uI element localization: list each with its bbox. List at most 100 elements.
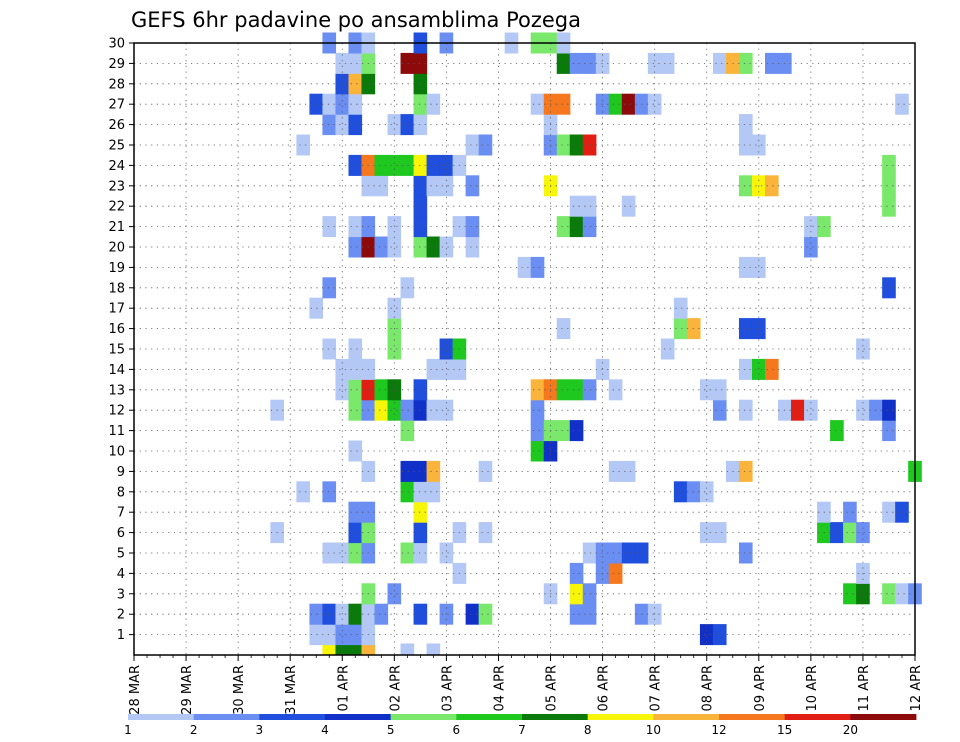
heatmap-cell bbox=[426, 236, 441, 258]
heatmap-cell bbox=[751, 134, 766, 156]
heatmap-cell bbox=[348, 643, 363, 656]
heatmap-cell bbox=[478, 460, 493, 482]
heatmap-cell bbox=[348, 338, 363, 360]
y-tick-label: 28 bbox=[108, 77, 125, 92]
heatmap-cell bbox=[712, 399, 727, 421]
heatmap-cell bbox=[478, 603, 493, 625]
heatmap-cell bbox=[348, 624, 363, 646]
y-tick-label: 8 bbox=[117, 485, 125, 500]
heatmap-cell bbox=[751, 358, 766, 380]
colorbar-label: 3 bbox=[256, 723, 264, 737]
heatmap-cell bbox=[856, 338, 870, 360]
heatmap-cell bbox=[413, 603, 428, 625]
heatmap-cell bbox=[400, 114, 415, 136]
heatmap-cell bbox=[348, 399, 363, 421]
heatmap-cell bbox=[413, 522, 428, 544]
heatmap-cell bbox=[751, 256, 766, 278]
y-tick-label: 17 bbox=[108, 302, 125, 317]
x-tick-label: 07 APR bbox=[649, 665, 664, 711]
y-tick-label: 26 bbox=[108, 118, 125, 133]
heatmap-cell bbox=[738, 256, 753, 278]
heatmap-cell bbox=[608, 379, 623, 401]
heatmap-cell bbox=[348, 114, 363, 136]
heatmap-cell bbox=[296, 134, 311, 156]
y-tick-label: 3 bbox=[117, 587, 125, 602]
colorbar-label: 15 bbox=[777, 723, 792, 737]
y-tick-label: 14 bbox=[108, 363, 125, 378]
colorbar-label: 10 bbox=[646, 723, 661, 737]
colorbar-segment bbox=[719, 714, 786, 720]
heatmap-cell bbox=[712, 624, 727, 646]
heatmap-cell bbox=[465, 175, 480, 197]
y-tick-label: 21 bbox=[108, 220, 125, 235]
heatmap-cell bbox=[400, 52, 415, 74]
heatmap-cell bbox=[608, 542, 623, 564]
x-tick-label: 12 APR bbox=[909, 665, 924, 711]
x-tick-label: 11 APR bbox=[857, 665, 872, 711]
heatmap-cell bbox=[309, 624, 324, 646]
y-tick-label: 1 bbox=[117, 628, 125, 643]
heatmap-cell bbox=[374, 379, 389, 401]
y-tick-label: 4 bbox=[117, 567, 125, 582]
heatmap-cell bbox=[882, 501, 896, 523]
heatmap-cell bbox=[647, 52, 662, 74]
heatmap-cell bbox=[582, 542, 597, 564]
heatmap-cell bbox=[738, 460, 753, 482]
colorbar-segment bbox=[653, 714, 720, 720]
heatmap-cell bbox=[348, 358, 363, 380]
heatmap-cell bbox=[530, 93, 545, 115]
heatmap-cell bbox=[843, 583, 857, 605]
heatmap-cell bbox=[608, 562, 623, 584]
y-tick-label: 20 bbox=[108, 241, 125, 256]
heatmap-cell bbox=[400, 154, 415, 176]
heatmap-cell bbox=[413, 481, 428, 503]
colorbar-label: 1 bbox=[124, 723, 132, 737]
colorbar-label: 20 bbox=[843, 723, 858, 737]
heatmap-cell bbox=[804, 399, 818, 421]
heatmap-cell bbox=[738, 134, 753, 156]
heatmap-cell bbox=[582, 583, 597, 605]
heatmap-cell bbox=[439, 154, 454, 176]
heatmap-cell bbox=[882, 399, 896, 421]
heatmap-cell bbox=[426, 93, 441, 115]
heatmap-cell bbox=[426, 358, 441, 380]
heatmap-cell bbox=[582, 379, 597, 401]
y-tick-label: 16 bbox=[108, 322, 125, 337]
y-tick-label: 9 bbox=[117, 465, 125, 480]
heatmap-cell bbox=[569, 52, 584, 74]
heatmap-cell bbox=[348, 154, 363, 176]
heatmap-cell bbox=[582, 216, 597, 238]
y-tick-label: 25 bbox=[108, 139, 125, 154]
colorbar: 1 2 3 4 5 6 7 8 10 12 15 20 bbox=[124, 714, 917, 737]
heatmap-cell bbox=[556, 134, 571, 156]
heatmap-cell bbox=[374, 154, 389, 176]
heatmap-cell bbox=[882, 420, 896, 442]
chart-title: GEFS 6hr padavine po ansamblima Pozega bbox=[131, 8, 581, 32]
heatmap-cell bbox=[582, 603, 597, 625]
y-tick-label: 2 bbox=[117, 608, 125, 623]
heatmap-cell bbox=[413, 460, 428, 482]
heatmap-cell bbox=[413, 399, 428, 421]
heatmap-cell bbox=[426, 643, 441, 656]
colorbar-segment bbox=[259, 714, 326, 720]
colorbar-label: 7 bbox=[518, 723, 526, 737]
heatmap-cell bbox=[738, 175, 753, 197]
x-tick-label: 02 APR bbox=[388, 665, 403, 711]
plot-frame bbox=[133, 42, 916, 656]
heatmap-cell bbox=[621, 542, 636, 564]
heatmap-cell bbox=[413, 542, 428, 564]
y-axis: 1234567891011121314151617181920212223242… bbox=[108, 37, 134, 643]
heatmap-cell bbox=[439, 399, 454, 421]
heatmap-cell bbox=[400, 460, 415, 482]
heatmap-cell bbox=[439, 338, 454, 360]
heatmap-cell bbox=[699, 379, 714, 401]
heatmap-cell bbox=[439, 358, 454, 380]
heatmap-cell bbox=[387, 338, 402, 360]
colorbar-label: 8 bbox=[584, 723, 592, 737]
heatmap-cell bbox=[322, 624, 337, 646]
colorbar-segment bbox=[193, 714, 260, 720]
heatmap-cell bbox=[804, 236, 818, 258]
x-tick-label: 30 MAR bbox=[232, 665, 247, 715]
y-tick-label: 27 bbox=[108, 98, 125, 113]
heatmap-cell bbox=[413, 501, 428, 523]
